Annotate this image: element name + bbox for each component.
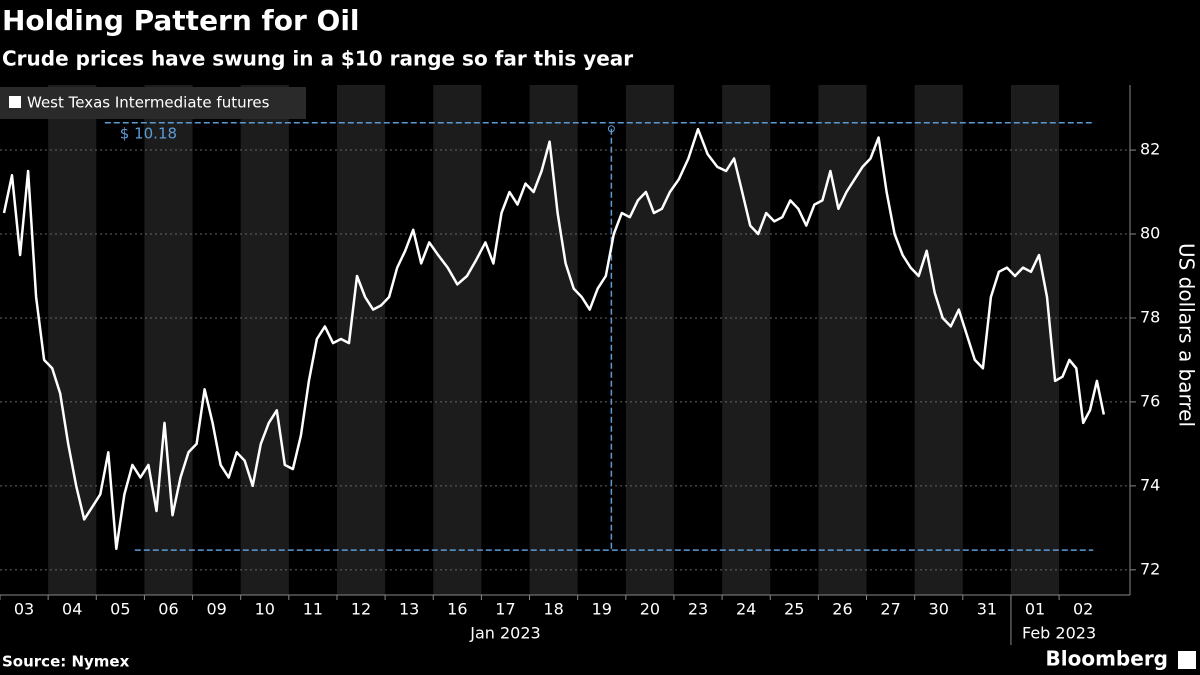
price-line [2, 127, 1106, 551]
x-tick-label: 05 [110, 600, 130, 619]
x-tick-label: 12 [351, 600, 371, 619]
x-tick-label: 03 [14, 600, 34, 619]
y-tick-label: 78 [1140, 307, 1160, 326]
x-tick-label: 20 [640, 600, 660, 619]
x-tick-label: 24 [736, 600, 756, 619]
y-tick-label: 76 [1140, 391, 1160, 410]
y-axis-label: US dollars a barrel [1175, 243, 1199, 427]
y-tick-label: 72 [1140, 559, 1160, 578]
month-label: Jan 2023 [469, 624, 540, 643]
day-band [625, 85, 674, 595]
x-tick-label: 06 [158, 600, 178, 619]
chart-subtitle: Crude prices have swung in a $10 range s… [2, 47, 633, 71]
x-tick-label: 02 [1073, 600, 1093, 619]
day-band [144, 85, 193, 595]
day-band [48, 85, 97, 595]
x-tick-label: 17 [495, 600, 515, 619]
x-tick-label: 25 [784, 600, 804, 619]
x-tick-label: 19 [592, 600, 612, 619]
x-tick-label: 27 [880, 600, 900, 619]
day-band [914, 85, 963, 595]
legend-swatch [9, 96, 21, 108]
chart-title: Holding Pattern for Oil [2, 4, 360, 37]
x-tick-label: 13 [399, 600, 419, 619]
x-tick-label: 04 [62, 600, 82, 619]
x-tick-label: 18 [543, 600, 563, 619]
y-tick-label: 74 [1140, 475, 1160, 494]
day-band [529, 85, 578, 595]
y-tick-label: 80 [1140, 224, 1160, 243]
source: Source: Nymex [2, 653, 130, 671]
legend-label: West Texas Intermediate futures [27, 94, 270, 112]
brand-icon [1178, 651, 1196, 669]
day-band [722, 85, 771, 595]
legend-box [0, 87, 306, 119]
day-band [818, 85, 867, 595]
range-marker [607, 125, 615, 133]
month-label: Feb 2023 [1022, 624, 1096, 643]
x-tick-label: 31 [977, 600, 997, 619]
x-tick-label: 09 [206, 600, 226, 619]
x-tick-label: 01 [1025, 600, 1045, 619]
range-label: $ 10.18 [120, 124, 177, 142]
x-tick-label: 30 [929, 600, 949, 619]
x-tick-label: 10 [255, 600, 275, 619]
x-tick-label: 16 [447, 600, 467, 619]
day-band [433, 85, 482, 595]
y-tick-label: 82 [1140, 140, 1160, 159]
day-band [240, 85, 289, 595]
x-tick-label: 23 [688, 600, 708, 619]
x-tick-label: 11 [303, 600, 323, 619]
x-tick-label: 26 [832, 600, 852, 619]
brand: Bloomberg [1046, 647, 1168, 671]
